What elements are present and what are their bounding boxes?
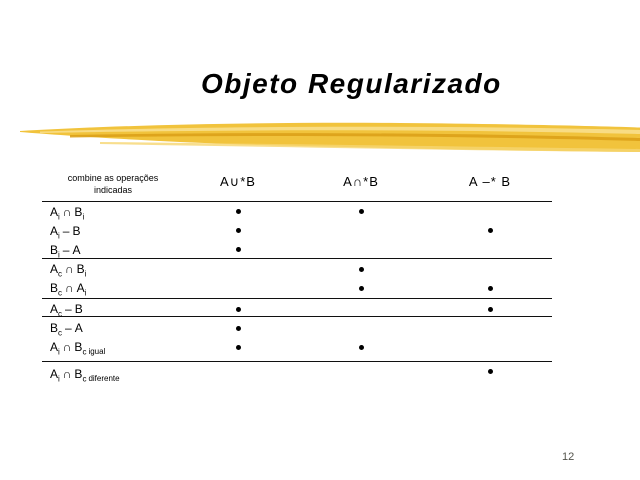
subscript: c (58, 269, 63, 279)
page-number: 12 (562, 451, 575, 463)
subscript: c (82, 374, 87, 384)
bullet-dot (488, 369, 493, 374)
operator: ∩ (65, 262, 74, 276)
subscript: i (58, 374, 60, 384)
set-letter: A (50, 205, 59, 219)
subscript: i (58, 250, 60, 260)
bullet-dot (236, 345, 241, 350)
bullet-dot (236, 209, 241, 214)
caption-line-1: combine as operações (67, 173, 159, 183)
row-label: Ac – B (50, 302, 83, 319)
column-header-3: A –* B (468, 174, 512, 189)
subscript: i (58, 231, 60, 241)
set-letter: B (74, 367, 83, 381)
column-header-1: A∪*B (220, 174, 256, 189)
set-letter: B (50, 281, 59, 295)
page-title: Objeto Regularizado (201, 68, 502, 99)
row-label: Ai ∩ Bi (50, 205, 85, 222)
set-letter: A (76, 281, 85, 295)
set-letter: B (72, 224, 81, 238)
set-letter: A (50, 262, 59, 276)
table-rule-3 (42, 298, 552, 299)
set-letter: A (50, 224, 59, 238)
set-letter: B (74, 340, 83, 354)
brush-dark-streak (70, 133, 640, 141)
bullet-dot (359, 267, 364, 272)
set-letter: B (50, 321, 59, 335)
subscript: i (84, 269, 87, 279)
row-label: Bc ∩ Ai (50, 281, 87, 298)
row-label: Ai – B (50, 224, 81, 241)
bullet-dot (236, 326, 241, 331)
bullet-dot (236, 307, 241, 312)
subscript: c (82, 347, 87, 357)
operator: ∩ (62, 340, 72, 354)
row-note: igual (88, 347, 106, 357)
set-letter: A (50, 367, 59, 381)
operator: – (65, 302, 72, 316)
table-rule-5 (42, 361, 552, 362)
set-letter: B (50, 243, 59, 257)
brush-pale-bottom (100, 142, 640, 152)
column-header-2: A∩*B (343, 174, 379, 189)
bullet-dot (488, 228, 493, 233)
set-letter: B (74, 302, 83, 316)
brush-stroke-divider (20, 122, 640, 152)
bullet-dot (236, 228, 241, 233)
row-label: Bc – A (50, 321, 83, 338)
table-rule-1 (42, 201, 552, 202)
operator: – (62, 243, 70, 257)
subscript: c (58, 328, 63, 338)
bullet-dot (359, 345, 364, 350)
set-letter: B (74, 205, 83, 219)
caption-line-2: indicadas (93, 185, 133, 195)
operator: – (62, 224, 70, 238)
row-label: Ai ∩ Bc diferente (50, 367, 120, 384)
brush-highlight (40, 126, 640, 134)
bullet-dot (488, 307, 493, 312)
bullet-dot (236, 247, 241, 252)
bullet-dot (359, 209, 364, 214)
bullet-dot (488, 286, 493, 291)
subscript: i (58, 347, 60, 357)
operator: ∩ (65, 281, 74, 295)
operator: ∩ (62, 367, 72, 381)
subscript: i (58, 212, 60, 222)
subscript: c (58, 309, 63, 319)
row-note: diferente (88, 374, 120, 384)
row-label: Ai ∩ Bc igual (50, 340, 106, 357)
set-letter: A (50, 302, 59, 316)
table-rule-2 (42, 258, 552, 259)
operator: ∩ (62, 205, 72, 219)
set-letter: A (74, 321, 83, 335)
bullet-dot (359, 286, 364, 291)
subscript: c (58, 288, 63, 298)
set-letter: A (50, 340, 59, 354)
row-label: Ac ∩ Bi (50, 262, 87, 279)
table-rule-4 (42, 316, 552, 317)
row-label: Bi – A (50, 243, 81, 260)
set-letter: B (76, 262, 85, 276)
operator: – (65, 321, 72, 335)
subscript: i (82, 212, 85, 222)
subscript: i (84, 288, 87, 298)
set-letter: A (72, 243, 81, 257)
table-row-header-caption: combine as operações indicadas (42, 172, 184, 196)
